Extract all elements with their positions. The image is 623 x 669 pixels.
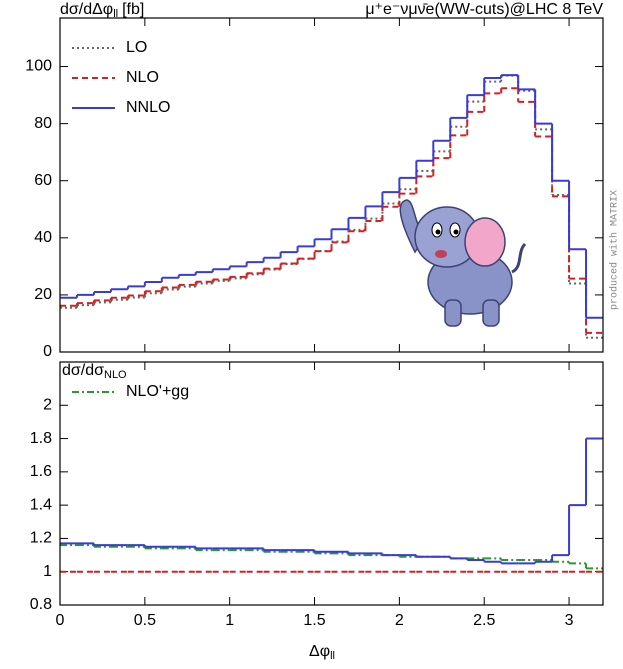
y-tick-label: 1.2 (30, 530, 52, 547)
y-label: dσ/dΔφll [fb] (60, 1, 144, 20)
x-label-sub: ll (330, 650, 335, 662)
x-label: Δφll (309, 643, 335, 662)
ratio-label-main: dσ/dσ (62, 362, 104, 379)
y-tick-label: 0 (43, 343, 52, 360)
legend-label: NLO'+gg (126, 383, 189, 400)
y-tick-label: 60 (34, 172, 52, 189)
x-tick-label: 2 (395, 612, 404, 629)
y-label-unit: [fb] (122, 1, 144, 18)
y-tick-label: 20 (34, 286, 52, 303)
x-tick-label: 2.5 (473, 612, 495, 629)
y-tick-label: 1 (43, 563, 52, 580)
x-tick-label: 1 (225, 612, 234, 629)
x-label-main: Δφ (309, 643, 330, 660)
y-tick-label: 100 (25, 58, 52, 75)
y-label-main: dσ/dΔφ (60, 1, 113, 18)
y-tick-label: 2 (43, 396, 52, 413)
legend-label: LO (126, 39, 147, 56)
frame (59, 17, 604, 353)
y-tick-label: 80 (34, 115, 52, 132)
x-tick-label: 0 (56, 612, 65, 629)
frame (59, 361, 604, 606)
elephant (399, 199, 527, 327)
x-tick-label: 0.5 (134, 612, 156, 629)
y-tick-label: 1.6 (30, 463, 52, 480)
y-tick-label: 1.4 (30, 496, 52, 513)
chart-title: μ⁺e⁻νμν̄e(WW-cuts)@LHC 8 TeV (365, 1, 603, 18)
series (60, 437, 603, 565)
y-tick-label: 1.8 (30, 430, 52, 447)
y-tick-label: 40 (34, 229, 52, 246)
ratio-label-sub: NLO (104, 369, 127, 381)
legend-label: NNLO (126, 99, 170, 116)
y-tick-label: 0.8 (30, 596, 52, 613)
x-tick-label: 1.5 (303, 612, 325, 629)
x-tick-label: 3 (565, 612, 574, 629)
side-note: produced with MATRIX (609, 190, 621, 310)
ratio-label: dσ/dσNLO (62, 362, 127, 381)
y-label-sub: ll (113, 8, 118, 20)
series (60, 74, 603, 319)
legend-label: NLO (126, 69, 159, 86)
